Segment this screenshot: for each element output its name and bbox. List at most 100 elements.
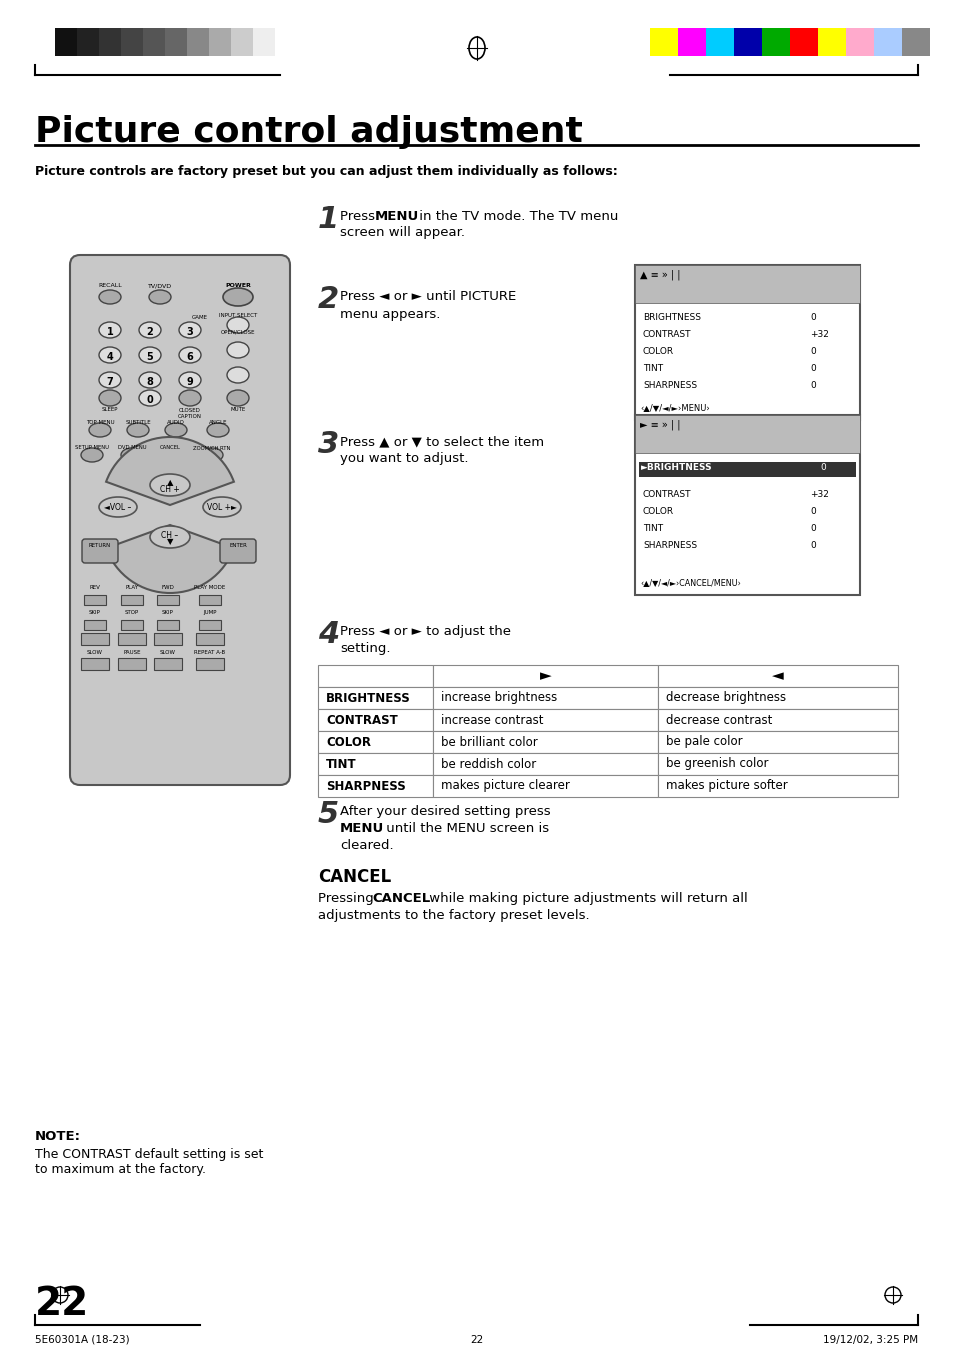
Text: SHARPNESS: SHARPNESS (642, 381, 697, 390)
Text: REPEAT A-B: REPEAT A-B (194, 650, 225, 655)
Text: 2: 2 (147, 327, 153, 336)
Text: 5: 5 (147, 353, 153, 362)
Bar (157, 620, 179, 630)
Ellipse shape (203, 497, 241, 517)
Text: BRIGHTNESS: BRIGHTNESS (326, 692, 411, 704)
Text: ▼: ▼ (167, 538, 173, 547)
Bar (81, 658, 109, 670)
Text: 19/12/02, 3:25 PM: 19/12/02, 3:25 PM (822, 1335, 917, 1346)
Bar (153, 634, 182, 644)
Text: SHARPNESS: SHARPNESS (326, 780, 405, 793)
Ellipse shape (179, 322, 201, 338)
Bar (99, 28, 121, 55)
Ellipse shape (179, 390, 201, 407)
Text: COLOR: COLOR (642, 347, 674, 357)
Text: increase contrast: increase contrast (440, 713, 543, 727)
Text: ZOOM/CH RTN: ZOOM/CH RTN (193, 444, 231, 450)
Text: 9: 9 (187, 377, 193, 386)
Text: 0: 0 (809, 524, 815, 534)
Bar (658, 731, 897, 753)
Text: adjustments to the factory preset levels.: adjustments to the factory preset levels… (317, 909, 589, 921)
Bar (433, 731, 658, 753)
Text: RECALL: RECALL (98, 282, 122, 288)
Text: 2: 2 (317, 285, 339, 313)
Text: menu appears.: menu appears. (339, 308, 440, 322)
Text: 5: 5 (317, 800, 339, 830)
Text: CH +: CH + (160, 485, 180, 493)
Text: RETURN: RETURN (89, 543, 111, 549)
Bar (733, 28, 761, 55)
Bar (84, 620, 106, 630)
Text: be greenish color: be greenish color (665, 758, 768, 770)
Bar (81, 634, 109, 644)
Text: SETUP MENU: SETUP MENU (75, 444, 109, 450)
Ellipse shape (139, 390, 161, 407)
Text: 4: 4 (317, 620, 339, 648)
Bar (658, 753, 897, 775)
Text: SKIP: SKIP (162, 611, 173, 615)
Bar (658, 775, 897, 797)
FancyBboxPatch shape (220, 539, 255, 563)
Text: increase brightness: increase brightness (440, 692, 557, 704)
Text: BRIGHTNESS: BRIGHTNESS (642, 313, 700, 322)
Bar (121, 28, 143, 55)
Text: Pressing: Pressing (317, 892, 377, 905)
Text: be pale color: be pale color (665, 735, 741, 748)
Text: decrease brightness: decrease brightness (665, 692, 785, 704)
Ellipse shape (99, 372, 121, 388)
Text: GAME: GAME (192, 315, 208, 320)
Ellipse shape (227, 390, 249, 407)
Text: CH –: CH – (161, 531, 178, 539)
Text: AUDIO: AUDIO (167, 420, 185, 426)
Text: makes picture softer: makes picture softer (665, 780, 787, 793)
Bar (658, 688, 897, 709)
Ellipse shape (150, 474, 190, 496)
Text: CANCEL: CANCEL (372, 892, 430, 905)
Bar (817, 28, 845, 55)
Text: PLAY MODE: PLAY MODE (194, 585, 226, 590)
Text: 7: 7 (107, 377, 113, 386)
Text: POWER: POWER (225, 282, 251, 288)
Bar (635, 415, 859, 453)
Bar (157, 594, 179, 605)
Text: CLOSED
CAPTION: CLOSED CAPTION (178, 408, 202, 419)
Text: ◄: ◄ (771, 669, 783, 684)
Text: CONTRAST: CONTRAST (642, 490, 691, 499)
Text: INPUT SELECT: INPUT SELECT (218, 313, 257, 317)
Bar (118, 634, 146, 644)
Text: MENU: MENU (375, 209, 418, 223)
Ellipse shape (227, 342, 249, 358)
Ellipse shape (150, 526, 190, 549)
Text: COLOR: COLOR (326, 735, 371, 748)
Text: 3: 3 (187, 327, 193, 336)
Ellipse shape (159, 449, 181, 462)
Text: be brilliant color: be brilliant color (440, 735, 537, 748)
Text: TINT: TINT (326, 758, 356, 770)
Text: you want to adjust.: you want to adjust. (339, 453, 468, 465)
Text: SLEEP: SLEEP (102, 407, 118, 412)
Text: 22: 22 (470, 1335, 483, 1346)
Text: 1: 1 (107, 327, 113, 336)
Text: ‹▲/▼/◄/►›MENU›: ‹▲/▼/◄/►›MENU› (639, 403, 709, 412)
Text: CANCEL: CANCEL (317, 867, 391, 886)
Text: 0: 0 (809, 363, 815, 373)
Bar (317, 688, 433, 709)
Ellipse shape (139, 347, 161, 363)
Text: After your desired setting press: After your desired setting press (339, 805, 550, 817)
Bar (317, 709, 433, 731)
Bar (84, 594, 106, 605)
Bar (433, 688, 658, 709)
Wedge shape (106, 526, 233, 593)
Bar (118, 658, 146, 670)
Text: ◄VOL –: ◄VOL – (104, 503, 132, 512)
Bar (635, 415, 859, 594)
Text: 4: 4 (107, 353, 113, 362)
Bar (705, 28, 733, 55)
Ellipse shape (149, 290, 171, 304)
Bar (317, 731, 433, 753)
Bar (195, 634, 224, 644)
Bar (433, 775, 658, 797)
Text: DVD MENU: DVD MENU (117, 444, 146, 450)
Bar (231, 28, 253, 55)
Text: 0: 0 (820, 463, 825, 471)
